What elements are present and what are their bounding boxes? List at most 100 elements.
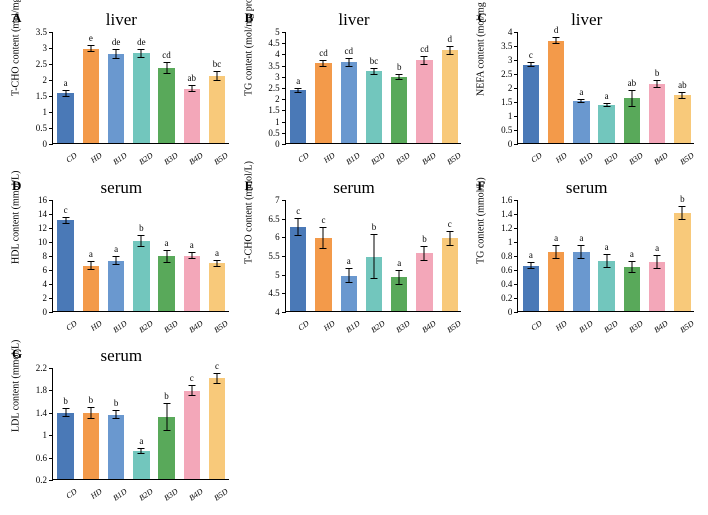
significance-label: a (579, 87, 583, 97)
significance-label: c (321, 215, 325, 225)
panel-d: DserumHDL content (mmol/L)0246810121416c… (8, 176, 235, 336)
significance-label: ab (678, 80, 687, 90)
x-tick-label: B3D (387, 319, 412, 340)
y-tick-label: 1.5 (36, 91, 53, 101)
significance-label: a (347, 256, 351, 266)
bar-b5d: bc (209, 76, 225, 143)
error-bar (141, 49, 142, 59)
bar-cd: b (57, 413, 73, 479)
x-tick-label: B3D (155, 319, 180, 340)
significance-label: a (296, 76, 300, 86)
error-bar (657, 80, 658, 88)
y-tick-label: 0.5 (36, 123, 53, 133)
bar-b2d: b (133, 241, 149, 311)
error-bar (65, 217, 66, 224)
x-tick-label: B1D (104, 319, 129, 340)
bar-b3d: cd (158, 68, 174, 143)
error-bar (166, 250, 167, 263)
error-bar (323, 60, 324, 67)
error-bar (141, 448, 142, 454)
error-bar (166, 62, 167, 74)
error-bar (348, 58, 349, 67)
error-bar (116, 49, 117, 59)
bar-cd: a (523, 266, 539, 312)
y-tick-label: 12 (38, 223, 53, 233)
significance-label: a (190, 240, 194, 250)
error-bar (606, 103, 607, 107)
bar-cd: a (57, 93, 73, 143)
chart-area: 00.511.522.533.5aCDeHDdeB1DdeB2DcdB3DabB… (52, 32, 229, 144)
error-bar (116, 410, 117, 419)
y-tick-label: 1 (43, 107, 54, 117)
y-tick-label: 3.5 (36, 27, 53, 37)
y-tick-label: 4.5 (268, 38, 285, 48)
y-tick-label: 7 (275, 195, 286, 205)
bar-b2d: a (598, 261, 614, 311)
panel-b: BliverTG content (mol/mg prot)00.511.522… (241, 8, 468, 168)
x-tick-label: CD (286, 319, 311, 340)
significance-label: b (372, 222, 377, 232)
y-tick-label: 2 (275, 94, 286, 104)
y-tick-label: 1 (275, 117, 286, 127)
significance-label: a (165, 238, 169, 248)
y-tick-label: 0.4 (501, 279, 518, 289)
significance-label: cd (319, 48, 328, 58)
y-tick-label: 1 (508, 237, 519, 247)
y-tick-label: 1.6 (501, 195, 518, 205)
error-bar (298, 218, 299, 237)
y-tick-label: 1.5 (268, 105, 285, 115)
significance-label: ab (188, 73, 197, 83)
panel-title: serum (101, 346, 143, 366)
error-bar (682, 92, 683, 99)
panel-title: serum (333, 178, 375, 198)
x-tick-label: B4D (180, 319, 205, 340)
chart-area: 00.20.40.60.811.21.41.6aCDaHDaB1DaB2DaB3… (517, 200, 694, 312)
bar-cd: c (290, 227, 306, 311)
bar-b4d: a (649, 262, 665, 311)
significance-label: a (630, 249, 634, 259)
y-tick-label: 0.2 (501, 293, 518, 303)
y-tick-label: 0 (275, 139, 286, 149)
error-bar (399, 74, 400, 79)
bar-b2d: b (366, 257, 382, 311)
y-tick-label: 0.5 (268, 128, 285, 138)
error-bar (191, 385, 192, 396)
x-tick-label: B2D (129, 487, 154, 508)
panel-g: GserumLDL content (mmol/L)0.20.611.41.82… (8, 344, 235, 504)
significance-label: ab (628, 78, 637, 88)
bar-hd: a (548, 252, 564, 312)
x-tick-label: CD (519, 151, 544, 172)
significance-label: bc (213, 59, 222, 69)
x-tick-label: HD (79, 487, 104, 508)
error-bar (449, 46, 450, 55)
bar-cd: a (290, 90, 306, 143)
bar-cd: c (57, 220, 73, 311)
panel-title: liver (338, 10, 369, 30)
error-bar (556, 37, 557, 44)
error-bar (298, 88, 299, 92)
significance-label: bc (370, 56, 379, 66)
y-tick-label: 2.5 (36, 59, 53, 69)
x-tick-label: B5D (670, 319, 695, 340)
significance-label: b (164, 391, 169, 401)
error-bar (90, 45, 91, 53)
bar-b1d: b (108, 415, 124, 479)
bar-b3d: a (391, 277, 407, 311)
error-bar (217, 71, 218, 81)
panel-f: FserumTG content (mmol/L)00.20.40.60.811… (473, 176, 700, 336)
significance-label: b (680, 194, 685, 204)
x-tick-label: HD (311, 319, 336, 340)
y-tick-label: 0 (508, 139, 519, 149)
significance-label: a (605, 242, 609, 252)
significance-label: c (215, 361, 219, 371)
x-tick-label: B1D (104, 487, 129, 508)
bar-cd: c (523, 65, 539, 143)
y-axis-label: T-CHO content (mol/mg prot) (11, 80, 22, 96)
significance-label: c (296, 206, 300, 216)
x-tick-label: B1D (569, 319, 594, 340)
significance-label: a (64, 78, 68, 88)
error-bar (116, 256, 117, 264)
error-bar (682, 206, 683, 220)
x-tick-label: HD (79, 319, 104, 340)
chart-area: 00.511.522.533.54cCDdHDaB1DaB2DabB3DbB4D… (517, 32, 694, 144)
